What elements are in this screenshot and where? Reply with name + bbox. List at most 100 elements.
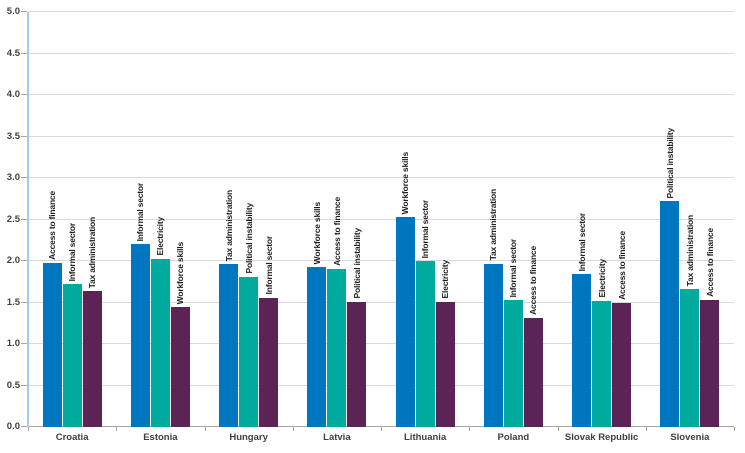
bar-label: Tax administration <box>488 189 499 261</box>
bar-label: Political instability <box>351 228 362 299</box>
gridline <box>28 94 734 95</box>
bar-lithuania-3 <box>435 301 455 427</box>
bar-croatia-3 <box>82 290 102 427</box>
bar-label: Access to finance <box>616 230 627 300</box>
y-tick-label: 0.0 <box>6 421 20 432</box>
bar-label: Workforce skills <box>311 201 322 264</box>
category-label-latvia: Latvia <box>323 432 351 443</box>
y-axis-line <box>27 12 29 427</box>
bar-label: Access to finance <box>331 197 342 267</box>
category-label-slovenia: Slovenia <box>670 432 710 443</box>
category-label-lithuania: Lithuania <box>404 432 447 443</box>
y-tick-label: 3.5 <box>6 130 20 142</box>
gridline <box>28 384 734 386</box>
y-axis-tick <box>21 426 27 427</box>
bar-label: Informal sector <box>263 236 274 295</box>
y-tick-label: 1.5 <box>6 296 20 308</box>
bar-label: Workforce skills <box>400 151 411 215</box>
y-tick-label: 1.0 <box>6 338 20 349</box>
bar-label: Electricity <box>155 217 166 256</box>
bar-hungary-2 <box>239 276 259 427</box>
bar-croatia-2 <box>62 284 82 427</box>
bar-slovak-republic-1 <box>572 274 592 427</box>
category-label-estonia: Estonia <box>143 432 178 443</box>
y-axis-tick <box>21 135 27 137</box>
bar-label: Informal sector <box>576 212 587 272</box>
bar-slovak-republic-2 <box>592 300 612 427</box>
y-axis-tick <box>21 260 27 261</box>
bar-poland-1 <box>483 263 503 427</box>
y-tick-label: 0.5 <box>6 379 20 391</box>
category-label-croatia: Croatia <box>55 432 89 443</box>
y-axis-tick <box>21 94 27 95</box>
bar-label: Tax administration <box>223 189 234 262</box>
bar-hungary-3 <box>259 297 279 427</box>
y-tick-label: 4.0 <box>6 89 20 100</box>
x-axis-tick <box>28 427 29 431</box>
bar-estonia-2 <box>150 258 170 427</box>
bar-label: Political instability <box>243 203 254 274</box>
y-axis-tick <box>21 384 27 386</box>
bar-label: Tax administration <box>684 214 695 287</box>
x-axis-tick <box>116 427 118 431</box>
bar-croatia-1 <box>42 262 62 427</box>
bar-poland-3 <box>523 318 543 427</box>
bar-lithuania-2 <box>415 261 435 427</box>
x-axis-tick <box>469 427 471 431</box>
bar-label: Tax administration <box>87 216 98 288</box>
category-label-hungary: Hungary <box>229 432 268 443</box>
x-axis-tick <box>292 427 294 431</box>
bar-label: Informal sector <box>67 222 78 282</box>
plot-area: Access to finance Informal sector Tax admi… <box>27 11 734 427</box>
y-tick-label: 3.0 <box>6 172 20 183</box>
y-axis-tick <box>21 301 27 303</box>
bar-label: Access to finance <box>704 228 715 298</box>
x-axis-line <box>28 426 734 427</box>
gridline <box>28 135 734 137</box>
x-axis-tick <box>557 427 559 431</box>
bar-slovenia-1 <box>660 201 680 427</box>
gridline <box>28 218 734 220</box>
bar-estonia-1 <box>130 244 150 427</box>
bar-slovenia-3 <box>700 300 720 427</box>
category-label-poland: Poland <box>497 432 530 443</box>
y-tick-label: 2.0 <box>6 255 20 266</box>
bar-latvia-1 <box>307 266 327 427</box>
bar-lithuania-1 <box>395 217 415 427</box>
bar-slovak-republic-3 <box>612 302 632 427</box>
bar-label: Access to finance <box>47 190 58 260</box>
y-tick-label: 4.5 <box>6 47 20 59</box>
gridline <box>28 177 734 178</box>
y-axis-tick <box>21 343 27 344</box>
bar-label: Access to finance <box>528 246 539 316</box>
y-tick-label: 2.5 <box>6 213 20 225</box>
bar-slovenia-2 <box>680 289 700 427</box>
gridline <box>28 343 734 344</box>
bar-label: Electricity <box>596 259 607 298</box>
y-axis-tick <box>21 11 27 12</box>
bar-label: Informal sector <box>420 199 431 258</box>
gridline <box>28 301 734 303</box>
x-axis-tick <box>204 427 206 431</box>
gridline <box>28 52 734 54</box>
bar-poland-2 <box>503 300 523 427</box>
gridline <box>28 260 734 261</box>
bar-label: Political instability <box>664 127 675 199</box>
category-label-slovak-republic: Slovak Republic <box>564 432 639 443</box>
x-axis-tick <box>645 427 647 431</box>
bar-hungary-1 <box>219 264 239 427</box>
y-axis-tick <box>21 218 27 220</box>
bar-latvia-2 <box>327 269 347 427</box>
bar-latvia-3 <box>347 301 367 427</box>
gridline <box>28 11 734 12</box>
y-axis-tick <box>21 52 27 54</box>
x-axis-tick <box>381 427 382 431</box>
x-axis-tick <box>734 427 735 431</box>
y-tick-label: 5.0 <box>6 6 20 17</box>
bar-estonia-3 <box>170 307 190 427</box>
bar-label: Workforce skills <box>175 242 186 305</box>
bar-label: Informal sector <box>508 238 519 298</box>
bar-label: Informal sector <box>135 183 146 242</box>
y-axis-tick <box>21 177 27 178</box>
